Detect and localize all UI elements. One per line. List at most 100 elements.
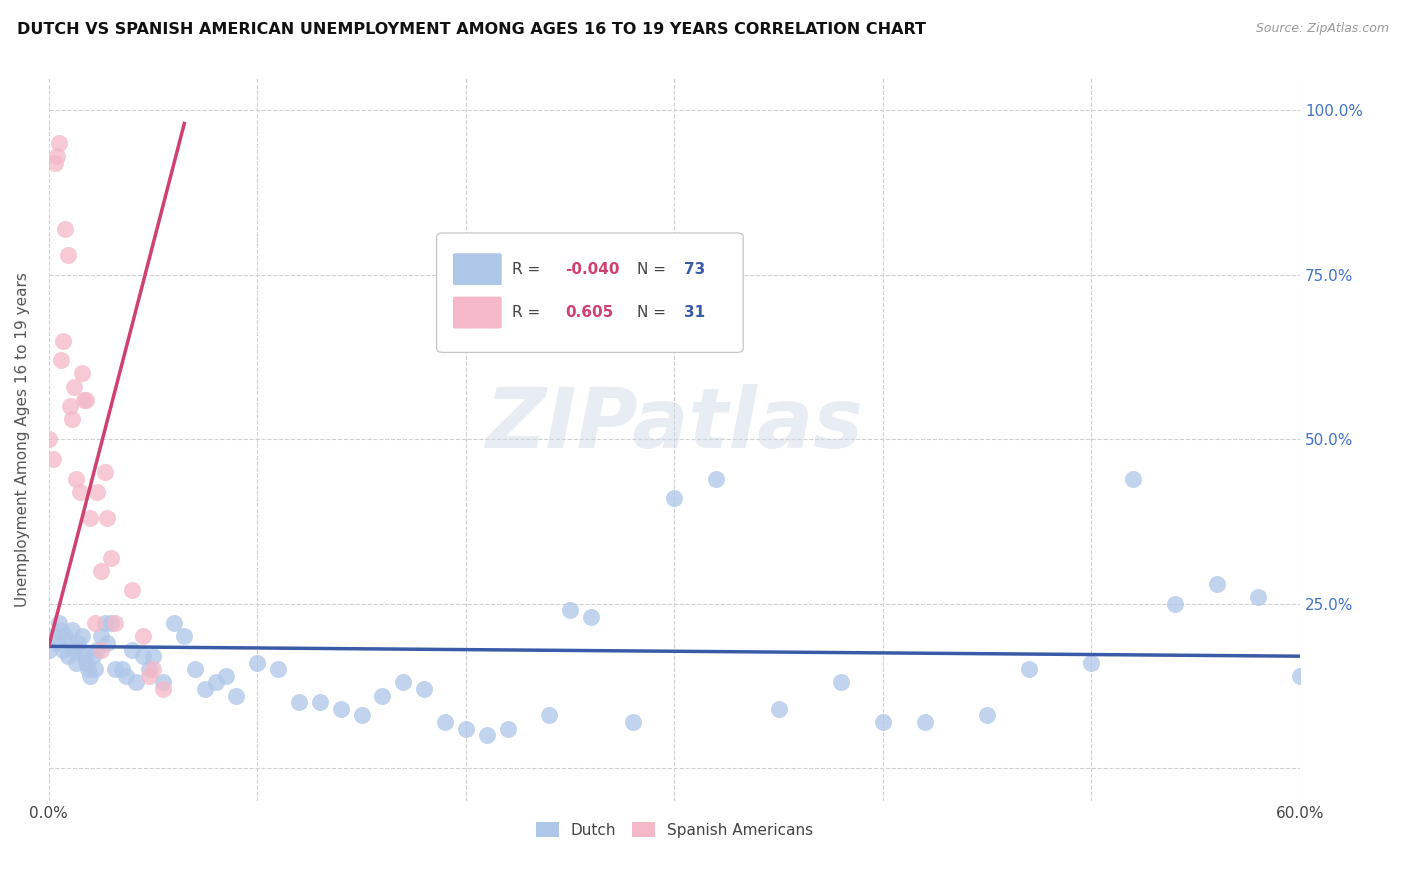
FancyBboxPatch shape (453, 297, 502, 328)
Point (52, 334, 75, 348)
Point (59, 399, 82, 413)
Point (152, 682, 174, 697)
Point (62, 642, 84, 657)
Point (163, 616, 186, 631)
Point (1205, 577, 1227, 591)
Point (704, 472, 727, 486)
Point (121, 583, 143, 598)
Point (1018, 662, 1040, 676)
Point (496, 722, 519, 736)
Text: N =: N = (637, 261, 666, 277)
Point (90, 630, 112, 644)
Point (413, 682, 436, 697)
Point (90, 564, 112, 578)
Point (42, 451, 65, 466)
Point (1247, 590, 1270, 604)
Point (579, 609, 602, 624)
Point (75, 656, 97, 670)
Point (184, 662, 207, 676)
Point (142, 662, 165, 676)
Point (60, 412, 83, 426)
Text: 0.605: 0.605 (565, 305, 614, 320)
Point (131, 649, 153, 664)
Point (1080, 656, 1102, 670)
Point (329, 702, 352, 716)
Point (538, 708, 561, 723)
Point (433, 714, 456, 729)
Point (60, 623, 83, 637)
Point (872, 714, 894, 729)
Point (52, 642, 75, 657)
Point (225, 689, 247, 703)
Point (621, 714, 644, 729)
Point (90, 642, 112, 657)
Point (69, 484, 91, 499)
Point (38, 642, 60, 657)
Point (104, 616, 127, 631)
Point (75, 392, 97, 407)
Point (38, 432, 60, 446)
Point (48, 616, 70, 631)
Point (142, 649, 165, 664)
Text: 31: 31 (685, 305, 706, 320)
Point (392, 675, 415, 690)
Point (173, 630, 195, 644)
Point (138, 669, 160, 683)
Text: -0.040: -0.040 (565, 261, 620, 277)
Point (51, 623, 73, 637)
Text: N =: N = (637, 305, 666, 320)
Point (46, 636, 69, 650)
Point (79, 669, 101, 683)
Point (62, 379, 84, 393)
Point (66, 636, 89, 650)
Point (46, 149, 69, 163)
Point (194, 682, 217, 697)
Point (65, 656, 87, 670)
Point (1289, 669, 1312, 683)
Point (475, 728, 498, 742)
Text: ZIPatlas: ZIPatlas (485, 384, 863, 466)
Point (914, 714, 936, 729)
Point (96, 636, 118, 650)
Point (59, 636, 82, 650)
FancyBboxPatch shape (437, 233, 744, 352)
Text: DUTCH VS SPANISH AMERICAN UNEMPLOYMENT AMONG AGES 16 TO 19 YEARS CORRELATION CHA: DUTCH VS SPANISH AMERICAN UNEMPLOYMENT A… (17, 22, 927, 37)
Point (308, 695, 330, 709)
FancyBboxPatch shape (453, 253, 502, 285)
Point (100, 616, 122, 631)
Point (83, 616, 105, 631)
Point (73, 392, 96, 407)
Point (288, 695, 311, 709)
Point (96, 511, 118, 525)
Legend: Dutch, Spanish Americans: Dutch, Spanish Americans (530, 815, 820, 844)
Text: 73: 73 (685, 261, 706, 277)
Point (768, 702, 790, 716)
Point (94, 465, 117, 479)
Point (121, 642, 143, 657)
Point (51, 353, 73, 368)
Point (215, 669, 238, 683)
Point (70, 630, 93, 644)
Point (138, 662, 160, 676)
Point (94, 616, 117, 631)
Point (55, 630, 77, 644)
Point (830, 675, 852, 690)
Point (131, 630, 153, 644)
Point (246, 656, 269, 670)
Point (111, 662, 134, 676)
Point (104, 662, 127, 676)
Point (48, 136, 70, 151)
Point (55, 221, 77, 235)
Point (664, 491, 686, 506)
Text: R =: R = (512, 305, 540, 320)
Point (152, 675, 174, 690)
Point (1122, 472, 1144, 486)
Text: Source: ZipAtlas.com: Source: ZipAtlas.com (1256, 22, 1389, 36)
Point (558, 603, 581, 617)
Y-axis label: Unemployment Among Ages 16 to 19 years: Unemployment Among Ages 16 to 19 years (15, 272, 30, 607)
Point (83, 662, 105, 676)
Point (86, 484, 108, 499)
Point (115, 669, 138, 683)
Point (70, 367, 93, 381)
Point (77, 662, 100, 676)
